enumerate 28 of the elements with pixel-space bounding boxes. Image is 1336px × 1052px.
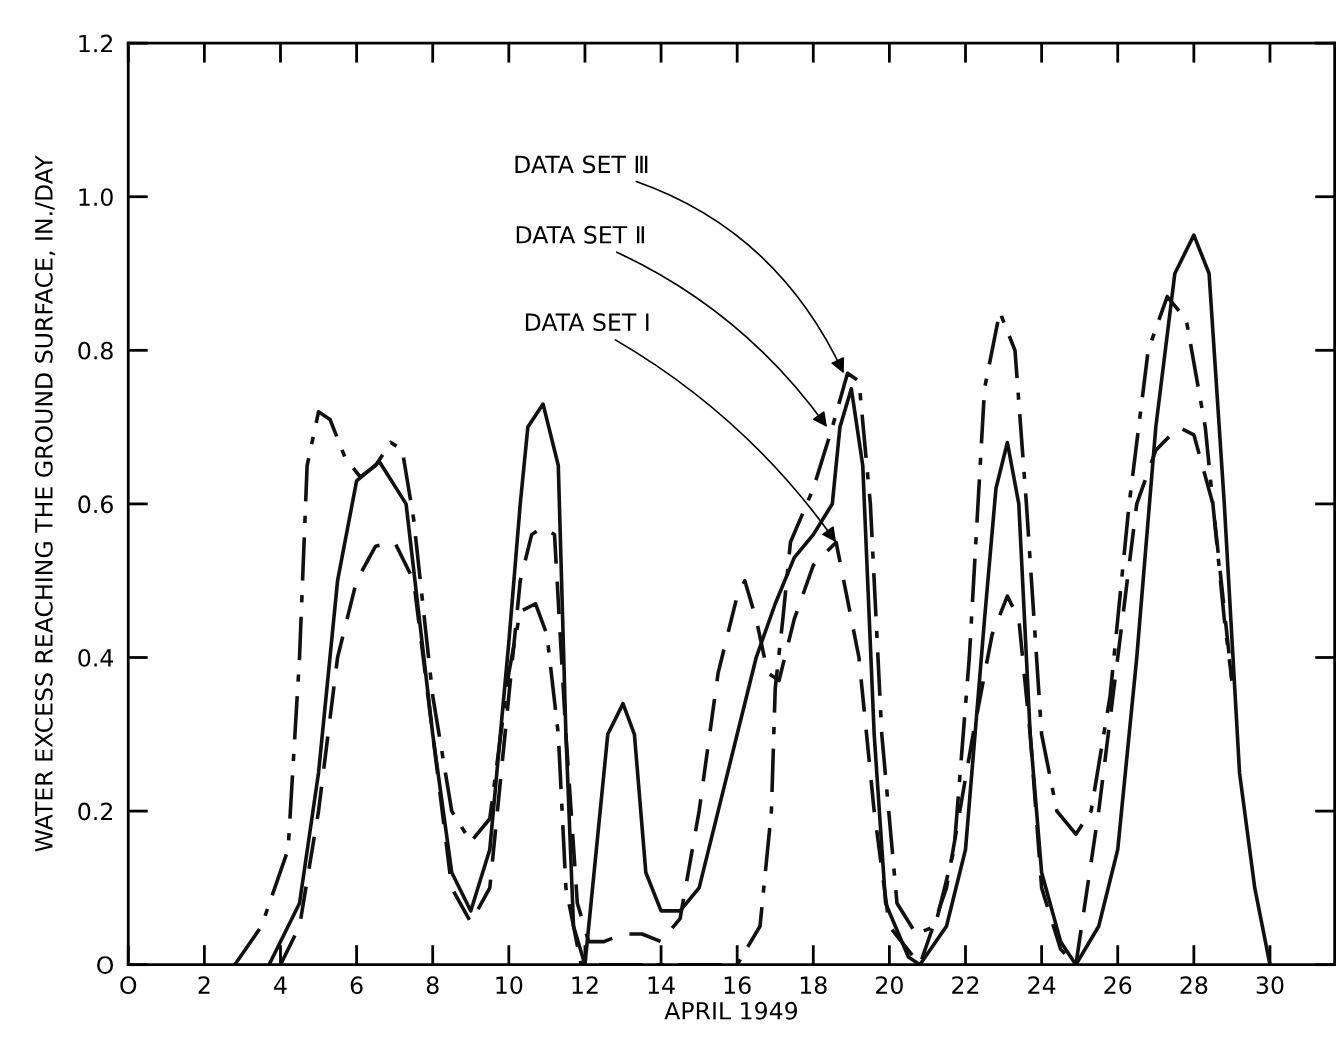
x-tick-label: 18 — [800, 976, 827, 995]
x-axis-title: APRIL 1949 — [664, 1001, 798, 1020]
annotation: DATA SET I — [525, 313, 649, 332]
x-tick-label: 4 — [274, 976, 287, 994]
y-tick-label: 0.4 — [78, 648, 114, 667]
x-tick-label: 30 — [1256, 976, 1284, 995]
x-tick-label: 26 — [1104, 976, 1132, 995]
x-tick-label: 22 — [952, 976, 979, 994]
annotation: DATA SET Ⅲ — [515, 155, 648, 174]
x-tick-label: 20 — [876, 976, 903, 995]
y-tick-label: 0.6 — [78, 495, 113, 514]
y-tick-label: 1.0 — [79, 188, 113, 207]
x-tick-label: O — [120, 976, 137, 995]
x-tick-label: 24 — [1028, 976, 1056, 994]
y-tick-label: 0.2 — [78, 802, 112, 821]
x-tick-label: 14 — [648, 976, 675, 994]
annotation: DATA SET Ⅱ — [516, 225, 644, 244]
y-tick-label: 0.8 — [78, 341, 113, 360]
x-tick-label: 28 — [1180, 976, 1208, 995]
y-tick-label: 1.2 — [79, 34, 112, 53]
y-axis-title: WATER EXCESS REACHING THE GROUND SURFACE, IN./DAY — [34, 155, 56, 852]
x-tick-label: 12 — [572, 976, 598, 994]
x-tick-label: 2 — [198, 976, 210, 994]
y-tick-label: O — [97, 956, 114, 974]
x-tick-label: 10 — [496, 976, 523, 995]
x-tick-label: 16 — [724, 976, 751, 995]
x-tick-label: 6 — [350, 976, 363, 995]
x-tick-label: 8 — [426, 976, 439, 995]
